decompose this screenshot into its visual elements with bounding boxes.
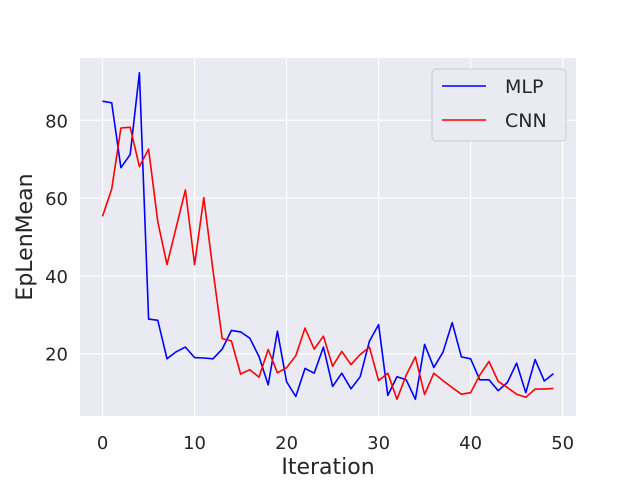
y-tick-label: 80 <box>45 111 68 132</box>
x-axis-label: Iteration <box>281 455 374 480</box>
legend-label-mlp: MLP <box>505 76 543 98</box>
x-tick-label: 20 <box>275 433 298 454</box>
y-axis-label: EpLenMean <box>13 173 38 300</box>
series-lines <box>101 72 555 401</box>
x-tick-label: 40 <box>459 433 482 454</box>
y-tick-label: 40 <box>45 267 68 288</box>
legend: MLP CNN <box>431 68 567 142</box>
legend-label-cnn: CNN <box>505 110 547 132</box>
legend-box <box>431 68 567 142</box>
x-tick-label: 30 <box>367 433 390 454</box>
tick-labels: 0 10 20 30 40 50 20 40 60 80 <box>45 111 574 454</box>
y-tick-label: 20 <box>45 345 68 366</box>
x-tick-label: 50 <box>551 433 574 454</box>
series-line-mlp <box>102 72 555 401</box>
x-tick-label: 0 <box>97 433 108 454</box>
y-tick-label: 60 <box>45 189 68 210</box>
series-line-cnn <box>101 126 554 401</box>
x-tick-label: 10 <box>183 433 206 454</box>
